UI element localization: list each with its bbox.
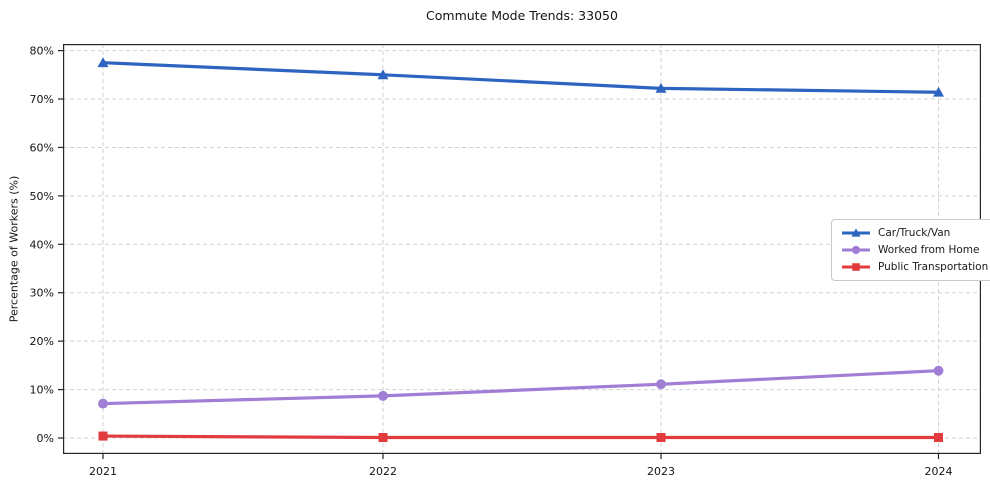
x-tick-label: 2024 xyxy=(925,465,953,478)
y-tick-label: 0% xyxy=(37,432,54,445)
y-tick-label: 10% xyxy=(30,384,54,397)
y-tick-label: 30% xyxy=(30,287,54,300)
series-line-worked-from-home xyxy=(101,369,941,406)
y-tick-label: 20% xyxy=(30,335,54,348)
legend-marker-triangle-icon xyxy=(842,228,870,237)
y-tick-label: 50% xyxy=(30,190,54,203)
x-tick-label: 2023 xyxy=(647,465,675,478)
circle-marker xyxy=(378,390,388,401)
circle-marker xyxy=(933,365,944,376)
square-marker xyxy=(852,263,860,271)
y-tick-label: 80% xyxy=(30,45,54,58)
y-tick-label: 40% xyxy=(30,238,54,251)
square-marker xyxy=(933,433,944,443)
triangle-marker xyxy=(97,57,109,68)
y-tick-label: 70% xyxy=(30,93,54,106)
y-tick-label: 60% xyxy=(30,141,54,154)
chart-title: Commute Mode Trends: 33050 xyxy=(426,8,618,23)
square-marker xyxy=(378,433,388,443)
series-line-public-transportation xyxy=(101,434,941,440)
legend-label: Worked from Home xyxy=(878,244,980,256)
legend-marker-circle-icon xyxy=(842,245,870,255)
legend-item-public-transportation: Public Transportation xyxy=(841,261,988,273)
triangle-marker xyxy=(655,82,667,93)
x-tick-label: 2022 xyxy=(369,465,397,478)
series-line-car-truck-van xyxy=(101,61,941,94)
legend: Car/Truck/Van Worked from Home Public Tran… xyxy=(831,219,990,281)
triangle-marker xyxy=(377,69,389,80)
circle-marker xyxy=(656,379,666,390)
square-marker xyxy=(656,433,666,443)
x-tick-label: 2021 xyxy=(89,465,117,478)
legend-label: Car/Truck/Van xyxy=(878,227,951,239)
circle-marker xyxy=(851,245,861,255)
legend-item-car-truck-van: Car/Truck/Van xyxy=(841,227,988,239)
y-axis-title: Percentage of Workers (%) xyxy=(7,175,21,323)
legend-label: Public Transportation xyxy=(878,261,989,273)
square-marker xyxy=(98,431,108,441)
plot-area: 0% 10% 20% 30% 40% 50% 60% 70% 80% 2021 2022 2023 20… xyxy=(30,44,981,478)
circle-marker xyxy=(98,398,108,409)
legend-item-worked-from-home: Worked from Home xyxy=(841,244,988,256)
triangle-marker xyxy=(933,86,944,97)
triangle-marker xyxy=(851,228,861,237)
legend-marker-square-icon xyxy=(842,263,870,271)
